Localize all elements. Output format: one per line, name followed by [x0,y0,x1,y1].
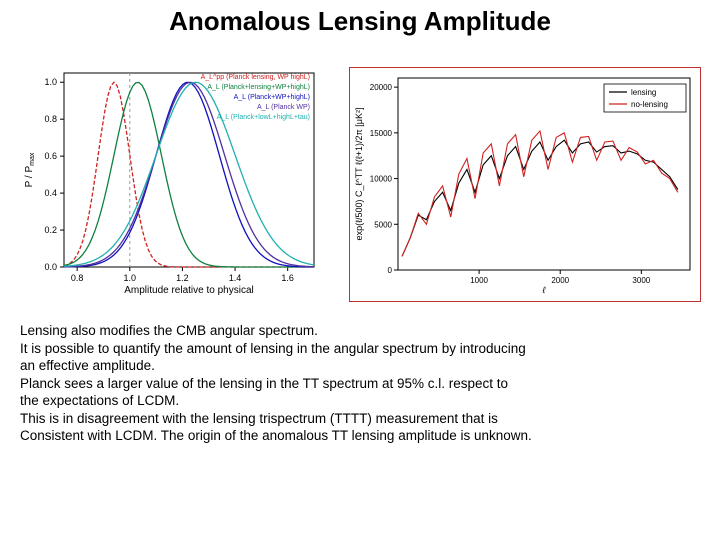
svg-text:A_L (Planck+lensing+WP+highL): A_L (Planck+lensing+WP+highL) [207,84,310,91]
svg-text:20000: 20000 [369,83,392,92]
svg-text:1.6: 1.6 [281,273,294,283]
body-line: the expectations of LCDM. [20,392,700,410]
body-line: This is in disagreement with the lensing… [20,410,700,428]
svg-text:exp(ℓ/500) C_ℓ^TT ℓ(ℓ+1)/2π [μ: exp(ℓ/500) C_ℓ^TT ℓ(ℓ+1)/2π [μK²] [354,108,364,241]
svg-text:2000: 2000 [551,276,569,285]
svg-text:1.0: 1.0 [123,273,136,283]
svg-text:0.8: 0.8 [44,114,57,124]
body-line: It is possible to quantify the amount of… [20,340,700,358]
svg-text:1.0: 1.0 [44,77,57,87]
body-line: Planck sees a larger value of the lensin… [20,375,700,393]
svg-text:0.2: 0.2 [44,225,57,235]
svg-text:A_L (Planck+WP+highL): A_L (Planck+WP+highL) [233,94,309,101]
body-line: Lensing also modifies the CMB angular sp… [20,322,700,340]
svg-text:A_L^pp (Planck lensing, WP hig: A_L^pp (Planck lensing, WP highL) [200,74,309,81]
svg-text:lensing: lensing [631,88,656,97]
body-line: an effective amplitude. [20,357,700,375]
svg-text:no-lensing: no-lensing [631,100,668,109]
page-title: Anomalous Lensing Amplitude [0,0,720,41]
svg-text:A_L (Planck WP): A_L (Planck WP) [256,104,309,111]
svg-text:1.4: 1.4 [228,273,241,283]
left-chart: 0.8 1.0 1.2 1.4 1.6 0.0 0.2 0.4 0.6 0.8 1.0 Amplitu… [20,67,320,302]
svg-text:3000: 3000 [632,276,650,285]
svg-text:A_L (Planck+lowL+highL+tau): A_L (Planck+lowL+highL+tau) [216,114,309,121]
svg-text:Amplitude relative to physical: Amplitude relative to physical [124,285,254,296]
svg-text:0.4: 0.4 [44,188,57,198]
svg-text:0.6: 0.6 [44,151,57,161]
svg-text:10000: 10000 [369,175,392,184]
svg-text:1000: 1000 [470,276,488,285]
svg-text:0: 0 [387,266,392,275]
svg-text:15000: 15000 [369,129,392,138]
svg-text:1.2: 1.2 [176,273,189,283]
svg-text:0.0: 0.0 [44,262,57,272]
svg-text:5000: 5000 [374,220,392,229]
svg-text:ℓ: ℓ [541,285,545,295]
right-chart: 1000 2000 3000 0 5000 10000 15000 20000 ℓ exp(ℓ/5… [349,67,701,302]
body-text: Lensing also modifies the CMB angular sp… [0,308,720,445]
svg-text:P / Pmax: P / Pmax [24,152,36,187]
body-line: Consistent with LCDM. The origin of the … [20,427,700,445]
svg-text:0.8: 0.8 [70,273,83,283]
charts-row: 0.8 1.0 1.2 1.4 1.6 0.0 0.2 0.4 0.6 0.8 1.0 Amplitu… [0,41,720,308]
